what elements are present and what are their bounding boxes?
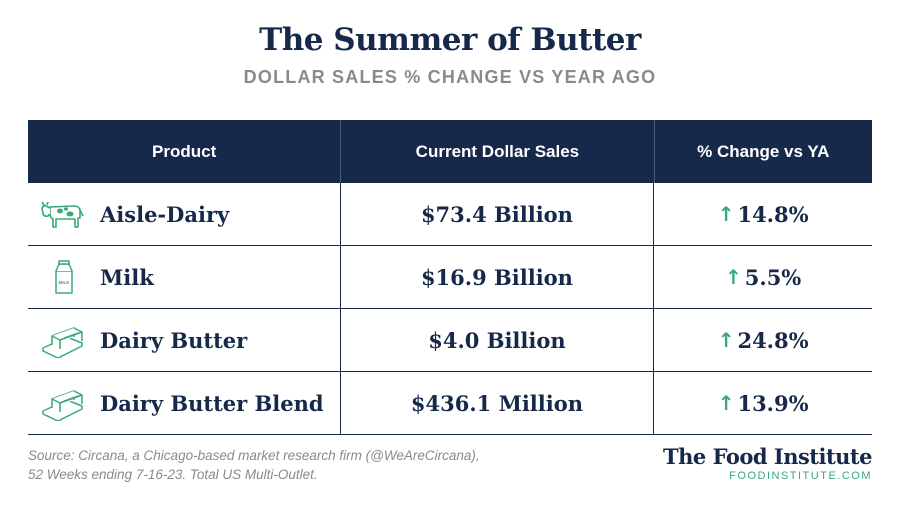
table-header: Product Current Dollar Sales % Change vs… — [28, 120, 872, 183]
milk-carton-icon: MILK — [40, 257, 86, 297]
product-cell: Aisle-Dairy — [28, 183, 341, 245]
brand-name: The Food Institute — [663, 444, 872, 469]
table-row: Dairy Butter Blend $436.1 Million ↑ 13.9… — [28, 372, 872, 435]
change-cell: ↑ 14.8% — [654, 183, 872, 245]
chart-title: The Summer of Butter — [259, 22, 641, 58]
product-cell: Dairy Butter — [28, 309, 341, 371]
butter-icon — [40, 383, 86, 423]
product-name: Dairy Butter Blend — [100, 390, 324, 416]
change-cell: ↑ 13.9% — [654, 372, 872, 434]
table-row: MILK Milk $16.9 Billion ↑ 5.5% — [28, 246, 872, 309]
sales-value: $73.4 Billion — [420, 201, 573, 227]
milk-icon-label: MILK — [59, 280, 71, 285]
change-value: 13.9% — [737, 390, 809, 416]
brand-url: FOODINSTITUTE.COM — [729, 470, 872, 482]
sales-cell: $16.9 Billion — [341, 246, 655, 308]
sales-cell: $73.4 Billion — [341, 183, 655, 245]
up-arrow-icon: ↑ — [717, 328, 735, 352]
change-value: 5.5% — [744, 264, 802, 290]
source-line-2: 52 Weeks ending 7-16-23. Total US Multi-… — [28, 467, 318, 482]
table-row: Dairy Butter $4.0 Billion ↑ 24.8% — [28, 309, 872, 372]
sales-value: $436.1 Million — [410, 390, 584, 416]
change-value: 14.8% — [737, 201, 809, 227]
table-row: Aisle-Dairy $73.4 Billion ↑ 14.8% — [28, 183, 872, 246]
change-cell: ↑ 24.8% — [654, 309, 872, 371]
butter-icon — [40, 320, 86, 360]
brand-logo: The Food Institute FOODINSTITUTE.COM — [663, 444, 872, 482]
product-cell: MILK Milk — [28, 246, 341, 308]
product-name: Dairy Butter — [100, 327, 248, 353]
source-note: Source: Circana, a Chicago-based market … — [28, 446, 588, 484]
change-value: 24.8% — [737, 327, 809, 353]
product-name: Milk — [100, 264, 154, 290]
header-percent-change: % Change vs YA — [697, 141, 830, 161]
sales-cell: $4.0 Billion — [341, 309, 655, 371]
cow-icon — [40, 194, 86, 234]
sales-cell: $436.1 Million — [341, 372, 655, 434]
up-arrow-icon: ↑ — [717, 202, 735, 226]
sales-value: $4.0 Billion — [428, 327, 566, 353]
change-cell: ↑ 5.5% — [654, 246, 872, 308]
product-name: Aisle-Dairy — [100, 201, 230, 227]
up-arrow-icon: ↑ — [725, 265, 742, 289]
sales-value: $16.9 Billion — [420, 264, 573, 290]
chart-subtitle: DOLLAR SALES % CHANGE VS YEAR AGO — [243, 67, 657, 87]
up-arrow-icon: ↑ — [717, 391, 735, 415]
header-current-dollar-sales: Current Dollar Sales — [341, 120, 655, 183]
sales-table: Product Current Dollar Sales % Change vs… — [28, 120, 872, 435]
product-cell: Dairy Butter Blend — [28, 372, 341, 434]
source-line-1: Source: Circana, a Chicago-based market … — [28, 448, 480, 463]
header-product: Product — [28, 120, 342, 183]
